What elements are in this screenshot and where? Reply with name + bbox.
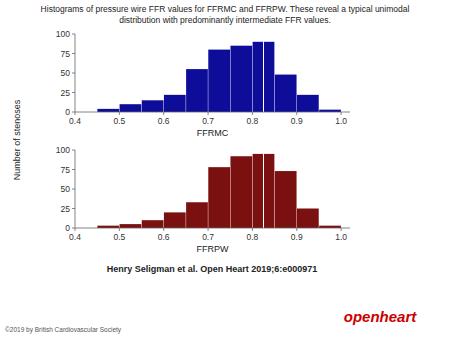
chart: Histograms of pressure wire FFR values f… xyxy=(0,0,450,338)
title-line: distribution with predominantly intermed… xyxy=(119,15,331,25)
bar xyxy=(120,104,142,112)
bar xyxy=(297,95,319,112)
annotation: openheart xyxy=(344,308,418,325)
bar xyxy=(208,167,230,228)
x-tick-label: 1.0 xyxy=(335,116,347,126)
x-axis xyxy=(75,112,350,113)
x-tick-label: 0.5 xyxy=(113,116,125,126)
x-tick-label: 0.7 xyxy=(202,232,214,242)
y-axis xyxy=(75,34,76,112)
bar xyxy=(230,156,252,228)
bar xyxy=(297,209,319,229)
x-label: FFRMC xyxy=(197,128,229,138)
x-tick-label: 0.7 xyxy=(202,116,214,126)
annotation: ©2019 by British Cardiovascular Society xyxy=(5,326,122,334)
x-tick-label: 0.8 xyxy=(247,116,259,126)
x-tick-label: 0.5 xyxy=(113,232,125,242)
title-line: Histograms of pressure wire FFR values f… xyxy=(41,4,410,14)
x-axis xyxy=(75,228,350,229)
x-tick xyxy=(75,112,76,115)
x-tick-label: 0.8 xyxy=(247,232,259,242)
x-tick-label: 0.9 xyxy=(291,232,303,242)
y-tick xyxy=(72,228,75,229)
y-tick xyxy=(72,53,75,54)
y-tick-label: 75 xyxy=(61,49,71,59)
y-tick xyxy=(72,92,75,93)
x-tick xyxy=(252,228,253,231)
y-tick xyxy=(72,112,75,113)
bar xyxy=(164,212,186,228)
y-label: Number of stenoses xyxy=(12,99,22,180)
panel: 02550751000.40.50.60.70.80.91.0FFRPW xyxy=(56,145,350,254)
panel: 02550751000.40.50.60.70.80.91.0FFRMC xyxy=(56,29,350,138)
bar xyxy=(230,46,252,112)
y-tick xyxy=(72,208,75,209)
x-tick-label: 0.4 xyxy=(69,116,81,126)
annotation: Henry Seligman et al. Open Heart 2019;6:… xyxy=(107,264,318,274)
x-tick-label: 1.0 xyxy=(335,232,347,242)
y-tick xyxy=(72,73,75,74)
x-tick xyxy=(296,228,297,231)
x-tick-label: 0.6 xyxy=(158,232,170,242)
y-tick xyxy=(72,150,75,151)
y-tick xyxy=(72,34,75,35)
y-tick xyxy=(72,169,75,170)
bar xyxy=(142,220,164,228)
title: Histograms of pressure wire FFR values f… xyxy=(41,4,410,25)
bars xyxy=(97,34,341,112)
y-tick-label: 50 xyxy=(61,68,71,78)
x-tick-label: 0.9 xyxy=(291,116,303,126)
bar xyxy=(275,171,297,228)
x-tick xyxy=(119,228,120,231)
x-tick xyxy=(208,112,209,115)
bar xyxy=(97,109,119,112)
y-tick-label: 100 xyxy=(56,145,70,155)
x-tick-label: 0.6 xyxy=(158,116,170,126)
x-tick xyxy=(119,112,120,115)
bars xyxy=(97,150,341,228)
y-tick-label: 25 xyxy=(61,204,71,214)
y-tick xyxy=(72,189,75,190)
bar xyxy=(120,224,142,228)
x-tick xyxy=(163,228,164,231)
x-tick xyxy=(341,228,342,231)
bar xyxy=(275,75,297,112)
y-axis xyxy=(75,150,76,228)
x-tick xyxy=(341,112,342,115)
mean-line xyxy=(263,150,264,228)
bar xyxy=(208,50,230,112)
bar xyxy=(186,69,208,112)
y-tick-label: 75 xyxy=(61,165,71,175)
x-tick-label: 0.4 xyxy=(69,232,81,242)
x-tick xyxy=(208,228,209,231)
bar xyxy=(164,95,186,112)
x-tick xyxy=(75,228,76,231)
x-tick xyxy=(163,112,164,115)
y-tick-label: 50 xyxy=(61,184,71,194)
bar xyxy=(186,202,208,228)
x-label: FFRPW xyxy=(197,244,229,254)
x-tick xyxy=(296,112,297,115)
y-tick-label: 25 xyxy=(61,88,71,98)
x-tick xyxy=(252,112,253,115)
y-tick-label: 100 xyxy=(56,29,70,39)
mean-line xyxy=(263,34,264,112)
bar xyxy=(142,100,164,112)
